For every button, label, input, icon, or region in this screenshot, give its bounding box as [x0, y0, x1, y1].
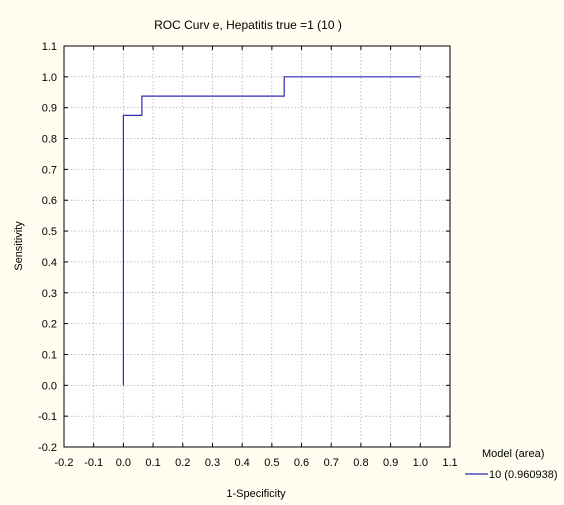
x-tick-label: 0.5: [264, 457, 279, 469]
x-tick-label: 0.0: [116, 457, 131, 469]
y-axis-title: Sensitivity: [13, 221, 25, 271]
x-axis-title: 1-Specificity: [226, 488, 286, 500]
legend: Model (area) 10 (0.960938): [465, 448, 558, 481]
y-tick-label: 0.1: [42, 349, 57, 361]
legend-title: Model (area): [482, 448, 544, 460]
chart-title: ROC Curv e, Hepatitis true =1 (10 ): [154, 18, 342, 32]
y-tick-label: 0.0: [42, 380, 57, 392]
x-tick-label: 0.2: [175, 457, 190, 469]
x-tick-label: 0.4: [235, 457, 250, 469]
y-tick-label: 0.6: [42, 195, 57, 207]
y-tick-label: 1.1: [42, 41, 57, 53]
x-tick-label: 0.3: [205, 457, 220, 469]
x-tick-label: 1.0: [413, 457, 428, 469]
y-tick-label: 0.2: [42, 319, 57, 331]
x-tick-label: 0.6: [294, 457, 309, 469]
y-tick-label: 1.0: [42, 72, 57, 84]
y-tick-label: 0.8: [42, 134, 57, 146]
y-tick-labels: -0.2 -0.1 0.0 0.1 0.2 0.3 0.4 0.5 0.6 0.7 0.8 0.9 1.…: [38, 41, 57, 454]
x-tick-label: 0.7: [324, 457, 339, 469]
plot-frame: [63, 45, 451, 448]
y-tick-label: 0.5: [42, 226, 57, 238]
x-tick-label: 0.8: [353, 457, 368, 469]
grid-lines: [63, 45, 451, 448]
roc-series-line: [122, 76, 421, 386]
x-tick-label: 1.1: [442, 457, 457, 469]
y-tick-label: 0.7: [42, 164, 57, 176]
legend-entry-label: 10 (0.960938): [489, 469, 558, 481]
y-tick-label: 0.3: [42, 288, 57, 300]
x-tick-label: 0.9: [383, 457, 398, 469]
x-tick-label: 0.1: [145, 457, 160, 469]
y-tick-label: 0.9: [42, 103, 57, 115]
plot-area: [64, 46, 450, 447]
x-tick-label: -0.2: [55, 457, 74, 469]
series-layer: [122, 76, 421, 386]
x-tick-labels: -0.2 -0.1 0.0 0.1 0.2 0.3 0.4 0.5 0.6 0.7 0.8 0.9 1.…: [55, 457, 458, 469]
y-tick-label: -0.1: [38, 411, 57, 423]
y-tick-label: 0.4: [42, 257, 57, 269]
y-tick-label: -0.2: [38, 442, 57, 454]
tick-marks: [63, 45, 451, 448]
x-tick-label: -0.1: [84, 457, 103, 469]
